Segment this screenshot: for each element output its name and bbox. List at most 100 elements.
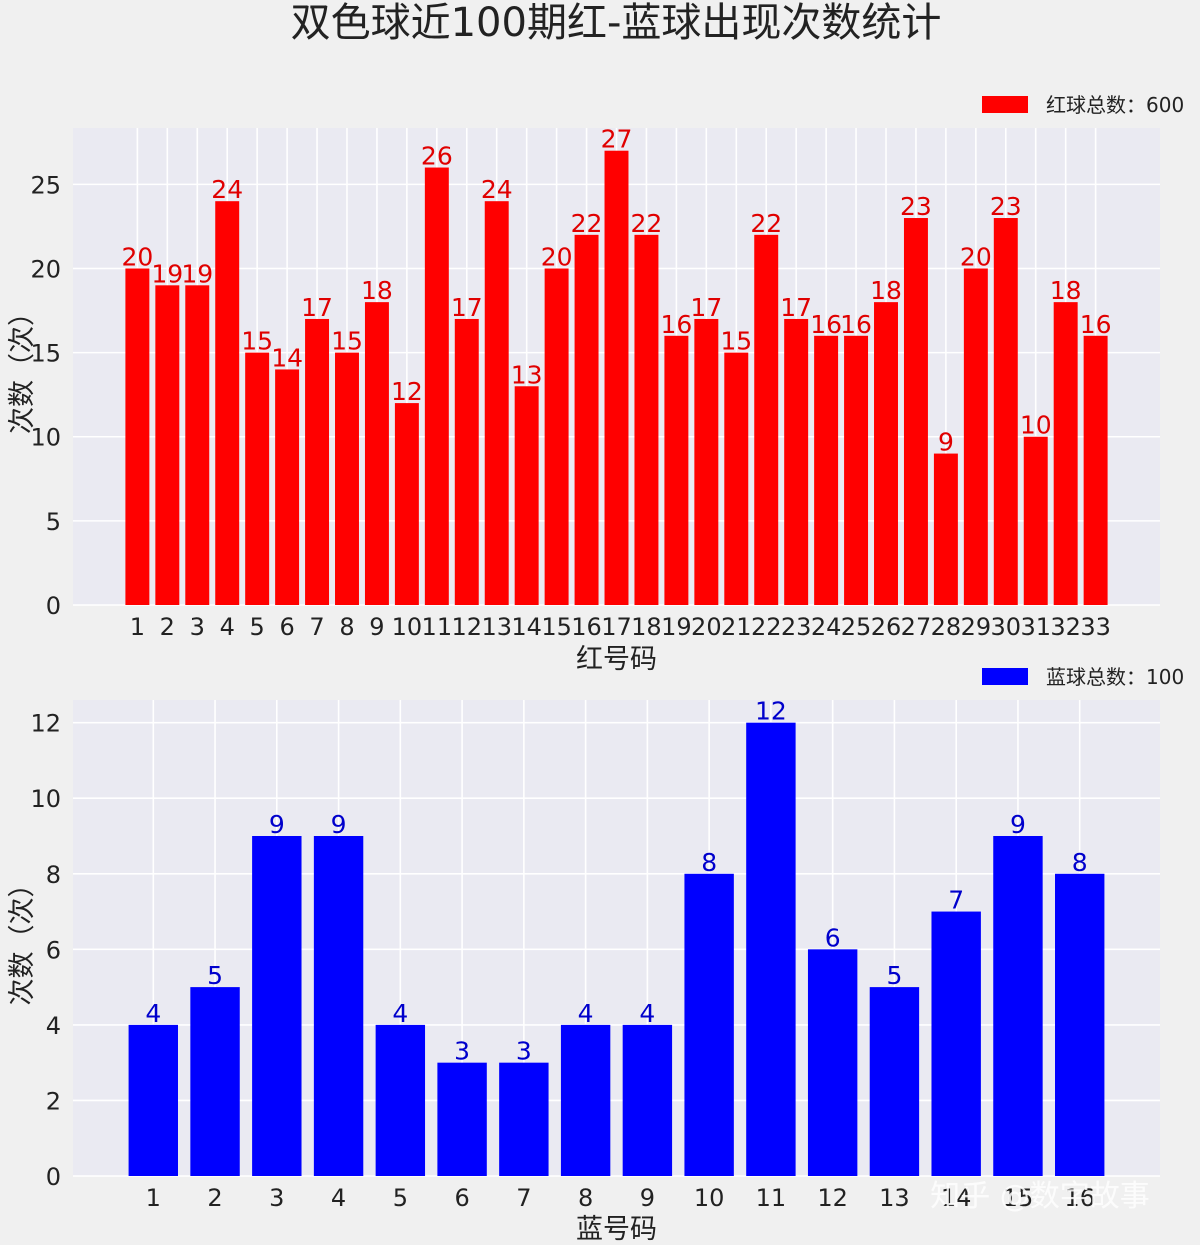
- data-label: 12: [755, 697, 787, 726]
- y-tick-label: 4: [46, 1012, 61, 1040]
- y-tick-label: 8: [46, 861, 61, 889]
- watermark: 知乎 @数字故事: [930, 1179, 1150, 1214]
- data-label: 18: [1050, 276, 1082, 305]
- x-tick-label: 15: [1003, 1184, 1034, 1212]
- data-label: 17: [780, 293, 812, 322]
- x-tick-label: 31: [1020, 613, 1051, 641]
- x-tick-label: 18: [631, 613, 662, 641]
- bar: [963, 268, 988, 605]
- bar: [724, 352, 749, 605]
- bar: [694, 318, 719, 605]
- bar: [364, 302, 389, 605]
- bar: [1083, 335, 1108, 605]
- legend-swatch: [982, 668, 1028, 685]
- bar: [454, 318, 479, 605]
- y-tick-label: 10: [30, 424, 61, 452]
- y-tick-label: 0: [46, 1163, 61, 1191]
- data-label: 5: [207, 961, 223, 990]
- x-tick-label: 32: [1050, 613, 1081, 641]
- data-label: 18: [361, 276, 393, 305]
- data-label: 22: [631, 209, 663, 238]
- x-tick-label: 16: [1064, 1184, 1095, 1212]
- x-tick-label: 5: [250, 613, 265, 641]
- legend-label: 蓝球总数：100: [1046, 665, 1184, 689]
- bar: [874, 302, 898, 605]
- bar: [574, 234, 599, 606]
- data-label: 19: [151, 259, 183, 288]
- x-tick-label: 11: [422, 613, 453, 641]
- bar: [514, 386, 539, 605]
- x-tick-label: 5: [393, 1184, 408, 1212]
- data-label: 27: [601, 125, 633, 154]
- data-label: 17: [451, 293, 483, 322]
- bar: [437, 1062, 487, 1176]
- data-label: 16: [660, 310, 692, 339]
- data-label: 19: [181, 259, 213, 288]
- data-label: 17: [301, 293, 333, 322]
- x-tick-label: 4: [220, 613, 235, 641]
- bar: [128, 1024, 178, 1176]
- x-tick-label: 28: [931, 613, 962, 641]
- x-tick-label: 21: [721, 613, 752, 641]
- data-label: 4: [392, 999, 408, 1028]
- bar: [933, 453, 958, 605]
- x-tick-label: 14: [941, 1184, 972, 1212]
- bar: [746, 722, 796, 1176]
- data-label: 3: [516, 1037, 532, 1066]
- x-tick-label: 3: [269, 1184, 284, 1212]
- bar: [1023, 436, 1048, 605]
- data-label: 26: [421, 142, 453, 171]
- x-tick-label: 26: [871, 613, 902, 641]
- x-tick-label: 27: [901, 613, 932, 641]
- data-label: 4: [578, 999, 594, 1028]
- bar: [245, 352, 270, 605]
- x-tick-label: 33: [1080, 613, 1111, 641]
- x-tick-label: 13: [879, 1184, 910, 1212]
- data-label: 20: [541, 242, 573, 271]
- x-tick-label: 7: [309, 613, 324, 641]
- bar: [305, 318, 330, 605]
- x-tick-label: 1: [130, 613, 145, 641]
- x-tick-label: 7: [516, 1184, 531, 1212]
- bar: [155, 285, 180, 605]
- y-tick-label: 15: [30, 340, 61, 368]
- data-label: 4: [145, 999, 161, 1028]
- y-tick-label: 25: [30, 171, 61, 199]
- bar: [754, 234, 779, 606]
- x-tick-label: 12: [452, 613, 483, 641]
- bar: [634, 234, 659, 606]
- bar: [1053, 302, 1078, 605]
- y-tick-label: 10: [30, 785, 61, 813]
- bar: [664, 335, 689, 605]
- data-label: 5: [886, 961, 902, 990]
- x-axis-label: 蓝号码: [576, 1214, 657, 1245]
- data-label: 9: [938, 428, 954, 457]
- y-axis-label: 次数（次）: [7, 871, 38, 1006]
- x-tick-label: 11: [756, 1184, 787, 1212]
- bar: [252, 836, 302, 1176]
- x-tick-label: 10: [392, 613, 423, 641]
- data-label: 3: [454, 1037, 470, 1066]
- data-label: 7: [948, 886, 964, 915]
- x-tick-label: 19: [661, 613, 692, 641]
- x-tick-label: 22: [751, 613, 782, 641]
- y-tick-label: 2: [46, 1087, 61, 1115]
- bar: [1055, 873, 1105, 1176]
- x-tick-label: 13: [481, 613, 512, 641]
- data-label: 14: [271, 343, 303, 372]
- data-label: 24: [481, 175, 513, 204]
- data-label: 15: [241, 327, 273, 356]
- x-tick-label: 8: [578, 1184, 593, 1212]
- bar: [335, 352, 359, 605]
- bar: [185, 285, 210, 605]
- x-tick-label: 16: [571, 613, 602, 641]
- bar: [604, 150, 629, 605]
- x-tick-label: 9: [640, 1184, 655, 1212]
- x-tick-label: 6: [454, 1184, 469, 1212]
- data-label: 23: [900, 192, 932, 221]
- data-label: 17: [690, 293, 722, 322]
- data-label: 13: [511, 360, 543, 389]
- data-label: 20: [960, 242, 992, 271]
- data-label: 8: [1072, 848, 1088, 877]
- x-tick-label: 1: [146, 1184, 161, 1212]
